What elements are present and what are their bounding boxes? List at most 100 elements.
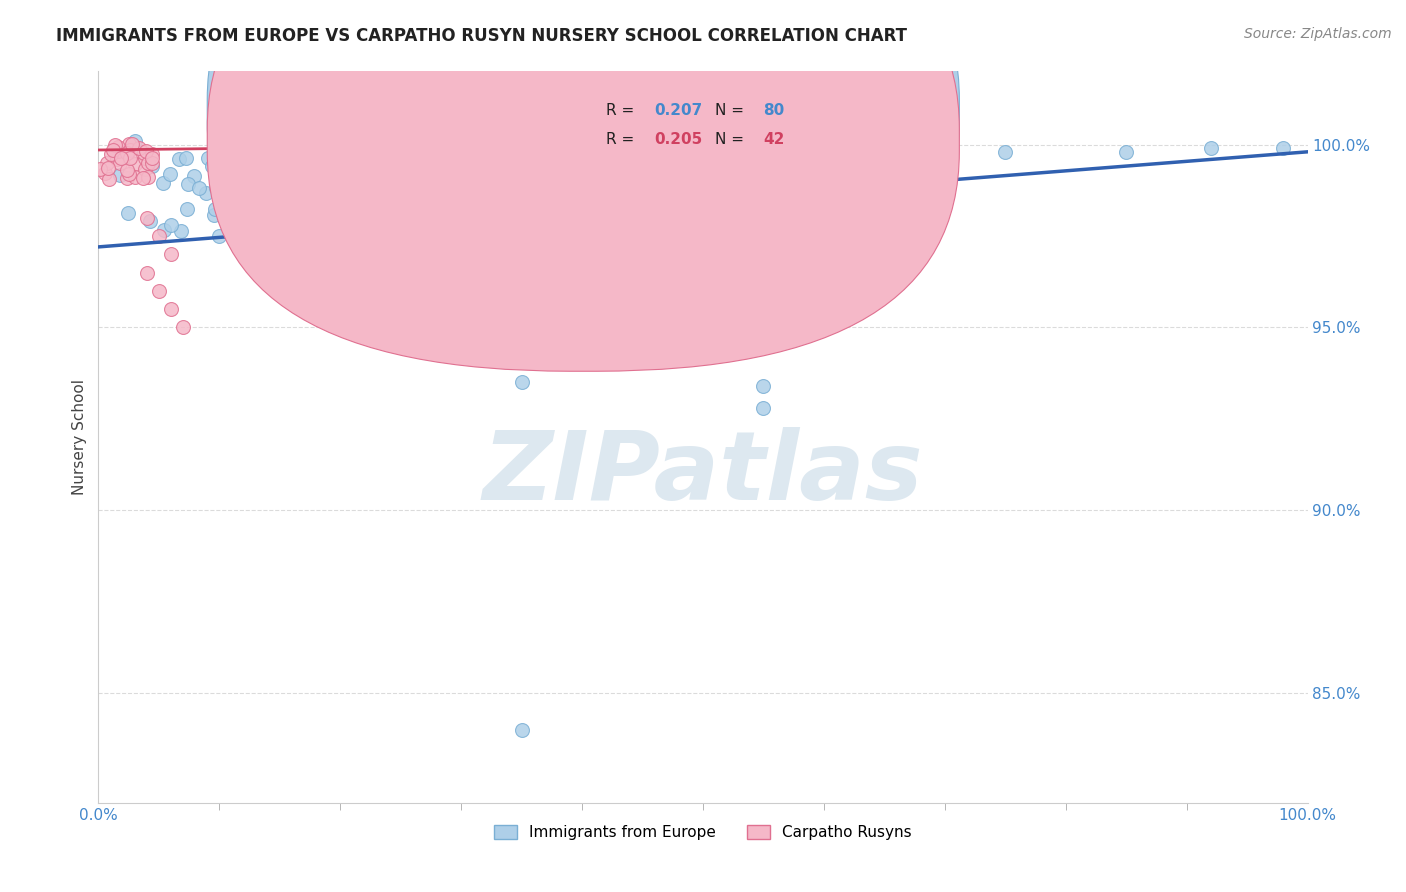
- FancyBboxPatch shape: [207, 0, 959, 342]
- Point: [134, 151, 156, 165]
- Text: Source: ZipAtlas.com: Source: ZipAtlas.com: [1244, 27, 1392, 41]
- Point: [281, 238, 304, 252]
- Point: [224, 197, 246, 211]
- Point: [160, 301, 183, 317]
- Point: [124, 134, 146, 148]
- Point: [994, 145, 1017, 159]
- Point: [97, 172, 120, 186]
- Point: [135, 265, 157, 279]
- Point: [108, 169, 131, 183]
- Text: 80: 80: [763, 103, 785, 118]
- Point: [450, 301, 472, 317]
- Point: [232, 179, 254, 194]
- Point: [252, 163, 274, 178]
- Point: [187, 181, 209, 195]
- Point: [510, 375, 533, 389]
- Point: [160, 218, 183, 232]
- Point: [128, 141, 150, 155]
- Point: [259, 229, 281, 244]
- Point: [547, 331, 569, 345]
- Point: [426, 294, 449, 309]
- Point: [353, 273, 375, 287]
- Point: [339, 208, 361, 222]
- Point: [117, 146, 139, 161]
- Text: IMMIGRANTS FROM EUROPE VS CARPATHO RUSYN NURSERY SCHOOL CORRELATION CHART: IMMIGRANTS FROM EUROPE VS CARPATHO RUSYN…: [56, 27, 907, 45]
- Point: [619, 353, 641, 368]
- FancyBboxPatch shape: [546, 82, 837, 170]
- Point: [329, 265, 352, 279]
- Point: [170, 224, 193, 238]
- Point: [131, 170, 153, 185]
- Point: [117, 162, 139, 177]
- Point: [281, 173, 304, 187]
- Point: [160, 247, 183, 261]
- Point: [752, 401, 775, 415]
- Text: R =: R =: [606, 103, 640, 118]
- FancyBboxPatch shape: [207, 0, 959, 371]
- Point: [152, 176, 174, 190]
- Point: [195, 186, 218, 200]
- Point: [219, 224, 242, 238]
- Text: 0.207: 0.207: [655, 103, 703, 118]
- Point: [1199, 141, 1222, 155]
- Point: [124, 170, 146, 185]
- Text: 0.205: 0.205: [655, 132, 703, 147]
- Point: [207, 173, 229, 187]
- Point: [141, 147, 163, 161]
- Point: [115, 170, 138, 185]
- Point: [349, 195, 371, 210]
- Point: [314, 146, 336, 161]
- Point: [105, 144, 128, 158]
- Y-axis label: Nursery School: Nursery School: [72, 379, 87, 495]
- Point: [285, 231, 308, 245]
- Point: [135, 144, 157, 158]
- Point: [148, 228, 170, 243]
- Point: [350, 197, 373, 211]
- Text: ZIPatlas: ZIPatlas: [482, 427, 924, 520]
- Point: [139, 214, 162, 228]
- Point: [100, 147, 122, 161]
- Point: [280, 203, 302, 218]
- Point: [523, 324, 546, 338]
- Point: [177, 177, 200, 191]
- Point: [159, 167, 181, 181]
- Point: [222, 199, 245, 213]
- Point: [571, 339, 593, 353]
- Point: [325, 235, 347, 250]
- Point: [498, 317, 520, 331]
- Point: [136, 156, 159, 170]
- Point: [174, 151, 197, 165]
- Point: [377, 280, 399, 294]
- Point: [450, 284, 472, 298]
- Point: [274, 227, 297, 241]
- Point: [107, 140, 129, 154]
- Point: [813, 145, 835, 159]
- Point: [172, 320, 194, 334]
- Point: [110, 151, 132, 165]
- Point: [281, 251, 304, 265]
- Point: [1272, 141, 1295, 155]
- Point: [205, 167, 228, 181]
- Point: [118, 136, 141, 151]
- Point: [256, 244, 278, 258]
- Point: [873, 145, 896, 159]
- Point: [208, 228, 231, 243]
- Point: [105, 152, 128, 166]
- Point: [253, 203, 276, 218]
- Point: [148, 284, 170, 298]
- Point: [104, 138, 127, 153]
- Point: [204, 202, 226, 216]
- Point: [228, 214, 250, 228]
- Point: [305, 258, 328, 272]
- Point: [89, 161, 111, 176]
- Point: [108, 155, 131, 169]
- Point: [318, 177, 340, 191]
- Point: [1115, 145, 1137, 159]
- Point: [97, 161, 120, 175]
- Point: [752, 379, 775, 393]
- Legend: Immigrants from Europe, Carpatho Rusyns: Immigrants from Europe, Carpatho Rusyns: [488, 819, 918, 847]
- Point: [402, 287, 425, 301]
- Point: [183, 169, 205, 183]
- Point: [134, 162, 156, 177]
- Point: [96, 156, 118, 170]
